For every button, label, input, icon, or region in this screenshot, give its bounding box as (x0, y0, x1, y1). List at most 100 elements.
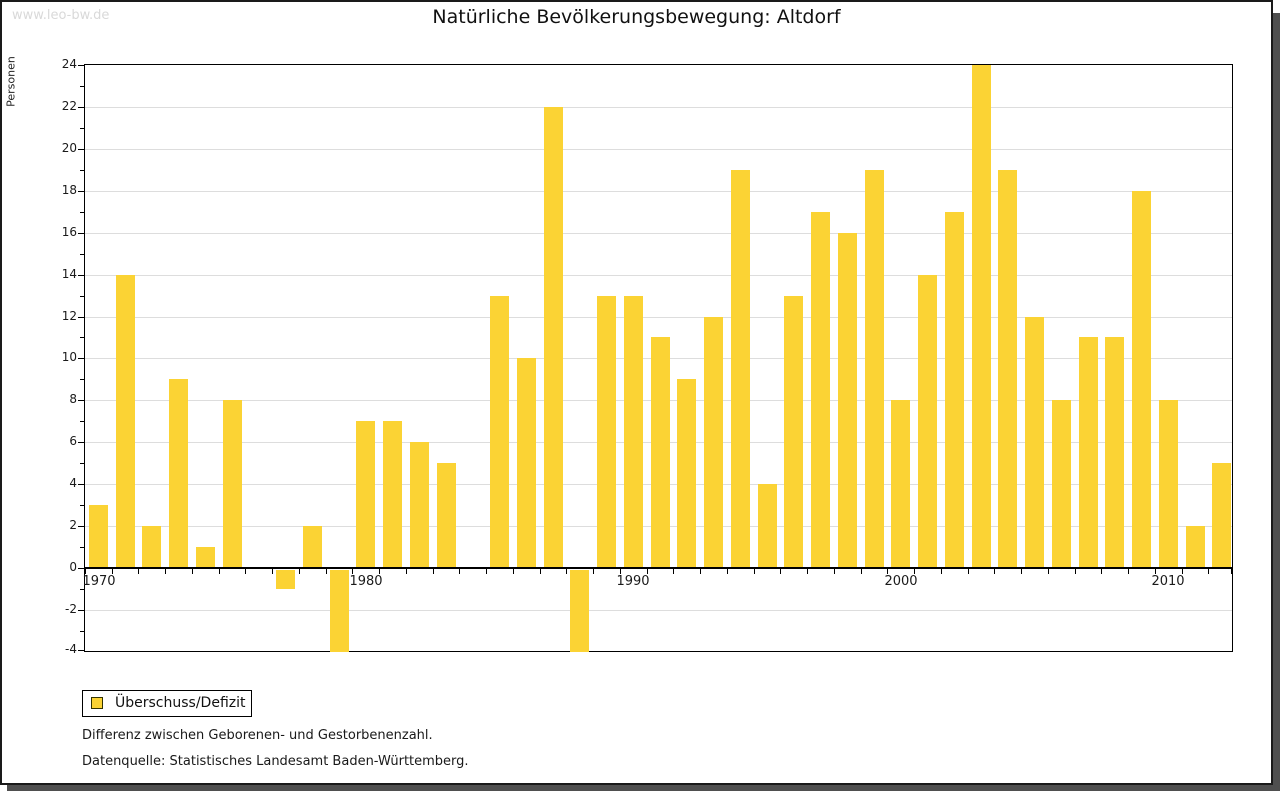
y-axis-label-20: 20 (61, 141, 77, 155)
bar-1992 (677, 379, 696, 568)
bar-1997 (811, 212, 830, 568)
y-axis-label-6: 6 (69, 434, 77, 448)
y-axis-label-12: 12 (61, 309, 77, 323)
x-tick-9 (326, 569, 327, 574)
watermark-leo-bw: www.leo-bw.de (12, 8, 110, 23)
x-tick-38 (1101, 569, 1102, 574)
y-tick-18 (78, 191, 84, 192)
x-tick-1 (112, 569, 113, 574)
bar-1993 (704, 317, 723, 568)
y-tick-11 (80, 337, 84, 338)
y-tick-1 (80, 547, 84, 548)
gridline-18 (85, 191, 1232, 192)
legend: Überschuss/Defizit (82, 690, 252, 717)
x-tick-35 (1021, 569, 1022, 574)
y-tick-10 (78, 358, 84, 359)
gridline-14 (85, 275, 1232, 276)
x-tick-16 (513, 569, 514, 574)
chart-title: Natürliche Bevölkerungsbewegung: Altdorf (432, 6, 841, 28)
y-tick-15 (80, 254, 84, 255)
x-tick-12 (406, 569, 407, 574)
y-axis-title: Personen (4, 56, 18, 107)
y-axis-label--4: -4 (65, 642, 77, 656)
x-tick-39 (1128, 569, 1129, 574)
y-tick-3 (80, 505, 84, 506)
x-tick-13 (433, 569, 434, 574)
y-axis-label-22: 22 (61, 99, 77, 113)
bar-2012 (1212, 463, 1231, 568)
y-tick-24 (78, 65, 84, 66)
x-tick-40 (1155, 569, 1156, 574)
bar-1989 (597, 296, 616, 568)
bar-1977 (276, 570, 295, 589)
y-axis-label-24: 24 (61, 57, 77, 71)
x-tick-29 (861, 569, 862, 574)
bar-2003 (972, 65, 991, 568)
y-tick-0 (78, 568, 84, 569)
bar-1980 (356, 421, 375, 568)
bar-1970 (89, 505, 108, 568)
x-tick-3 (165, 569, 166, 574)
x-axis-label-2000: 2000 (884, 574, 918, 589)
y-axis-label-16: 16 (61, 225, 77, 239)
x-tick-6 (245, 569, 246, 574)
y-tick-13 (80, 296, 84, 297)
bar-1978 (303, 526, 322, 568)
x-tick-26 (780, 569, 781, 574)
x-tick-23 (700, 569, 701, 574)
x-tick-22 (673, 569, 674, 574)
x-tick-20 (620, 569, 621, 574)
y-tick-16 (78, 233, 84, 234)
x-tick-14 (459, 569, 460, 574)
plot-area: -4 -2 0 2 4 6 8 10 12 14 16 18 20 22 24 1970 1980 1990 200… (62, 57, 1233, 656)
y-tick--2 (78, 610, 84, 611)
x-tick-32 (941, 569, 942, 574)
bar-2000 (891, 400, 910, 568)
bar-1995 (758, 484, 777, 568)
y-tick--1 (80, 589, 84, 590)
bar-1990 (624, 296, 643, 568)
bar-2001 (918, 275, 937, 568)
x-tick-36 (1048, 569, 1049, 574)
x-tick-10 (352, 569, 353, 574)
x-tick-0 (85, 569, 86, 574)
y-tick-19 (80, 170, 84, 171)
bar-1986 (517, 358, 536, 568)
bar-1979 (330, 570, 349, 652)
y-tick-9 (80, 379, 84, 380)
x-tick-19 (593, 569, 594, 574)
bar-2011 (1186, 526, 1205, 568)
bar-1988 (570, 570, 589, 652)
bar-1987 (544, 107, 563, 568)
y-tick-22 (78, 107, 84, 108)
bar-2010 (1159, 400, 1178, 568)
y-axis-label-0: 0 (69, 560, 77, 574)
bar-2007 (1079, 337, 1098, 568)
bar-2005 (1025, 317, 1044, 568)
y-tick-2 (78, 526, 84, 527)
y-tick-23 (80, 86, 84, 87)
x-tick-30 (887, 569, 888, 574)
y-axis-label-18: 18 (61, 183, 77, 197)
y-axis-label-10: 10 (61, 350, 77, 364)
y-axis-label-2: 2 (69, 518, 77, 532)
bar-2002 (945, 212, 964, 568)
gridline--2 (85, 610, 1232, 611)
bar-2009 (1132, 191, 1151, 568)
gridline-16 (85, 233, 1232, 234)
x-tick-2 (138, 569, 139, 574)
footnote-datasource: Datenquelle: Statistisches Landesamt Bad… (82, 754, 469, 769)
y-tick-6 (78, 442, 84, 443)
x-tick-41 (1182, 569, 1183, 574)
x-axis-baseline (85, 567, 1232, 569)
bar-1974 (196, 547, 215, 568)
x-tick-11 (379, 569, 380, 574)
x-tick-27 (807, 569, 808, 574)
y-tick-4 (78, 484, 84, 485)
legend-color-swatch (91, 697, 103, 709)
y-axis-label--2: -2 (65, 602, 77, 616)
gridline-22 (85, 107, 1232, 108)
y-tick-20 (78, 149, 84, 150)
bar-1982 (410, 442, 429, 568)
x-tick-37 (1075, 569, 1076, 574)
